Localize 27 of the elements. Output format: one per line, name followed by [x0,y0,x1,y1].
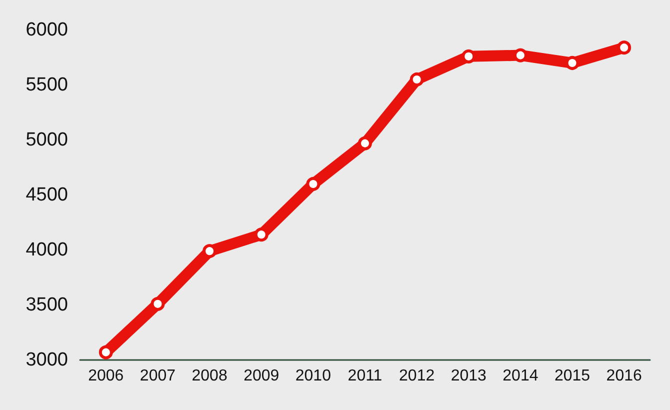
x-tick-label: 2012 [399,368,435,384]
point [150,296,165,311]
x-tick-label: 2011 [348,368,382,384]
x-tick-label: 2014 [502,368,538,384]
point [565,56,580,70]
y-tick-label: 4500 [26,184,68,206]
point [98,345,113,360]
y-tick-label: 5000 [26,130,68,150]
point [306,177,320,191]
y-tick-label: 4000 [26,240,68,260]
point [617,40,632,55]
point [358,136,372,150]
x-tick-label: 2006 [88,368,124,384]
x-tick-label: 2008 [192,368,228,384]
x-tick-label: 2007 [140,368,176,384]
x-tick-label: 2009 [244,368,280,384]
x-tick-label: 2015 [554,368,590,384]
point [410,72,424,86]
y-tick-label: 3500 [26,294,68,316]
x-tick-label: 2013 [450,368,487,384]
point [254,228,268,242]
x-tick-label: 2016 [606,368,642,384]
y-tick-label: 3000 [26,350,68,370]
x-tick-label: 2010 [295,368,332,384]
point [202,244,217,258]
y-tick-label: 6000 [26,20,68,40]
y-tick-label: 5500 [26,74,68,96]
